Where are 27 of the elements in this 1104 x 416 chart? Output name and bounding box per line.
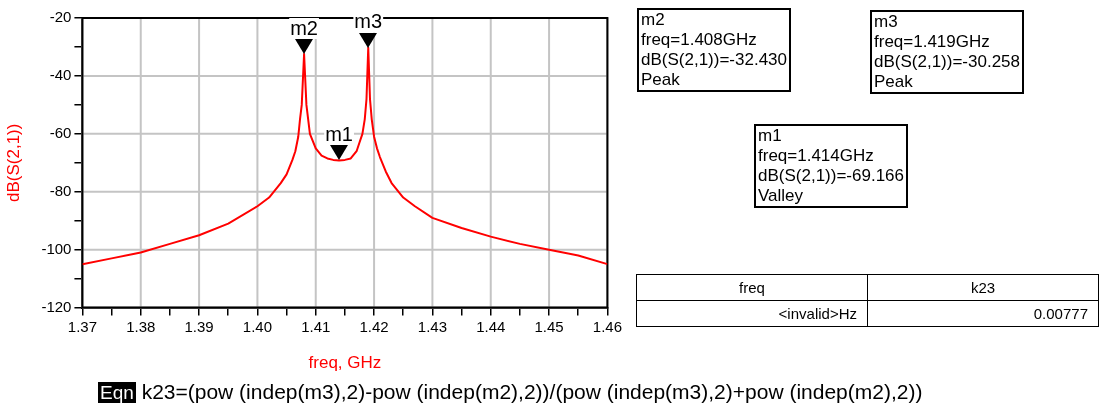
x-tick-label: 1.39 (184, 317, 214, 335)
y-tick-label: -20 (49, 8, 72, 26)
y-tick-label: -100 (41, 239, 72, 257)
x-tick-label: 1.44 (476, 317, 506, 335)
x-tick-label: 1.38 (126, 317, 156, 335)
y-tick-label: -60 (49, 123, 72, 141)
annotation: m1 (325, 122, 353, 145)
text: m1 freq=1.414GHz dB(S(2,1))=-69.166 Valley (754, 124, 908, 208)
x-tick-label: 1.40 (242, 317, 273, 335)
text: m2 freq=1.408GHz dB(S(2,1))=-32.430 Peak (637, 8, 791, 92)
x-tick-label: 1.42 (359, 317, 389, 335)
annotation: m2 (290, 16, 318, 39)
x-tick-label: 1.46 (592, 317, 622, 335)
text: k23 0.00777 (970, 279, 1088, 322)
y-tick-label: -80 (49, 181, 72, 199)
x-tick-label: 1.37 (67, 317, 98, 335)
x-tick-label: 1.43 (417, 317, 448, 335)
text: m3 freq=1.419GHz dB(S(2,1))=-30.258 Peak (870, 10, 1024, 94)
y-tick-label: -120 (41, 297, 72, 315)
x-axis-title: freq, GHz (308, 353, 382, 373)
annotation: m3 (354, 10, 383, 33)
x-tick-label: 1.45 (534, 317, 564, 335)
text: freq <invalid>Hz (739, 279, 857, 322)
y-tick-label: -40 (49, 66, 72, 84)
text: Eqn k23=(pow (indep(m3),2)-pow (indep(m2),2))/(pow (indep(m3),2)+pow (indep(m2),2)) (99, 380, 923, 404)
x-tick-label: 1.41 (301, 317, 331, 335)
y-axis-title: dB(S(2,1)) (3, 123, 23, 203)
